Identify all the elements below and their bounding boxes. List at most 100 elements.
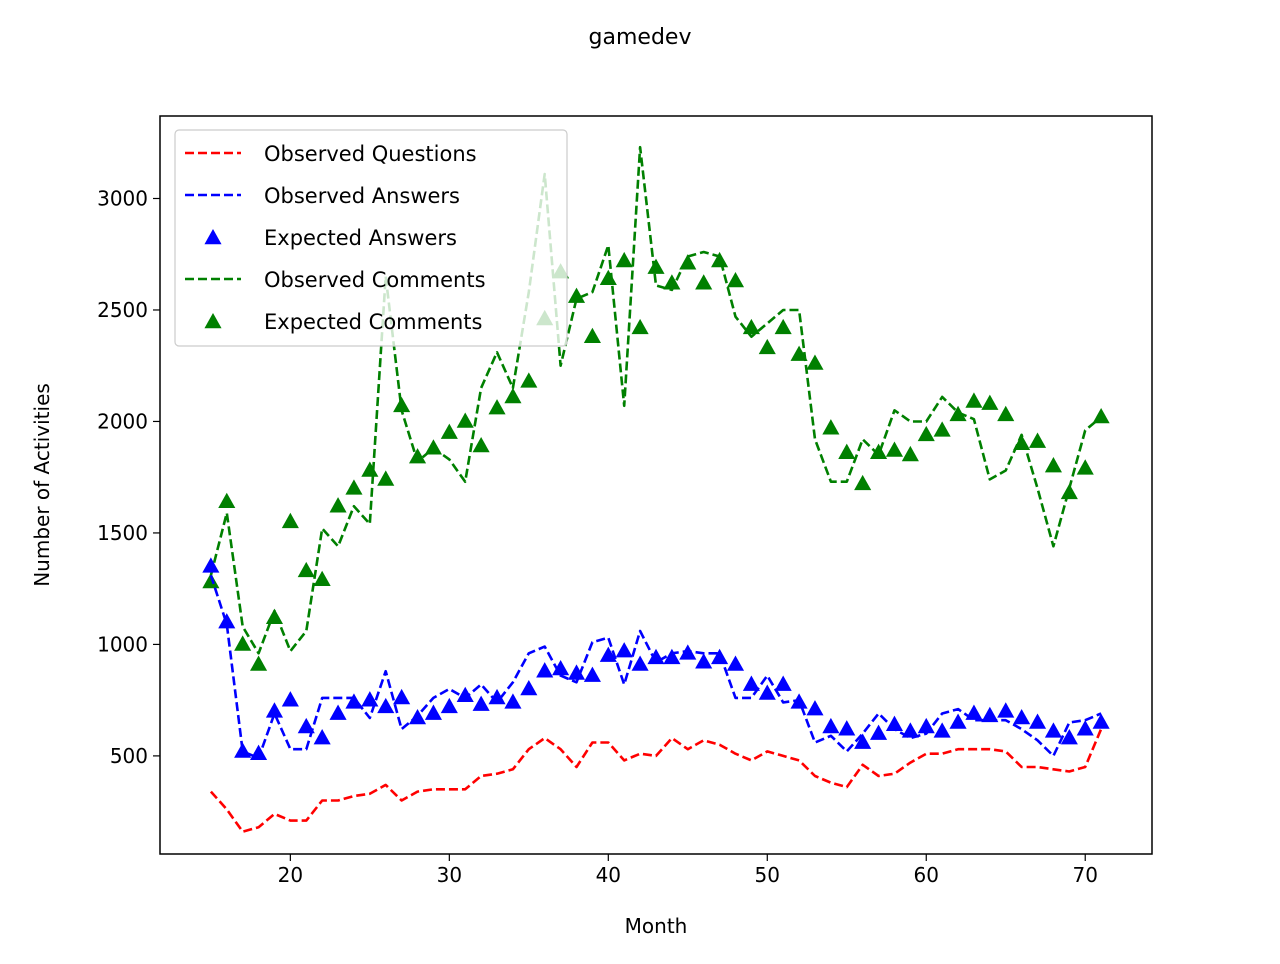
expected-answers-point <box>456 686 474 702</box>
y-tick-label: 3000 <box>97 186 148 210</box>
expected-answers-point <box>933 722 951 738</box>
expected-answers-point <box>981 706 999 723</box>
expected-comments-point <box>711 251 729 268</box>
expected-comments-point <box>218 492 236 509</box>
expected-answers-point <box>1013 708 1031 725</box>
expected-comments-point <box>838 443 856 459</box>
expected-answers-point <box>774 675 792 691</box>
expected-answers-point <box>758 684 776 700</box>
expected-comments-point <box>870 443 888 459</box>
expected-comments-point <box>440 423 458 439</box>
expected-answers-point <box>552 659 570 676</box>
expected-answers-point <box>949 713 967 729</box>
expected-comments-point <box>742 318 760 335</box>
expected-comments-point <box>726 271 745 288</box>
expected-comments-point <box>424 439 442 455</box>
expected-answers-point <box>726 655 745 671</box>
expected-comments-point <box>1092 407 1110 424</box>
expected-comments-point <box>408 448 427 464</box>
expected-answers-point <box>488 688 506 705</box>
legend-label-observed-questions: Observed Questions <box>264 142 477 166</box>
expected-comments-point <box>567 287 586 303</box>
expected-answers-point <box>997 702 1015 718</box>
x-axis-label: Month <box>625 914 688 938</box>
expected-comments-point <box>806 354 824 370</box>
x-axis: 20 30 40 50 60 70 <box>278 854 1098 887</box>
expected-comments-point <box>1013 434 1031 451</box>
expected-answers-point <box>520 680 538 696</box>
expected-comments-point <box>997 405 1015 422</box>
observed-comments-line <box>209 145 1102 655</box>
expected-answers-point <box>202 557 220 573</box>
expected-answers-point <box>440 697 458 714</box>
expected-answers-point <box>695 653 713 669</box>
expected-answers-point <box>1028 713 1047 729</box>
expected-comments-point <box>933 421 951 437</box>
expected-comments-point <box>774 318 792 335</box>
expected-answers-point <box>870 724 888 740</box>
series-layer <box>202 145 1110 834</box>
expected-answers-point <box>1076 720 1094 736</box>
expected-answers-point <box>504 693 522 709</box>
observed-questions-line <box>209 728 1103 834</box>
expected-answers-point <box>631 655 649 671</box>
expected-answers-point <box>965 704 983 720</box>
expected-answers-point <box>250 744 268 760</box>
expected-comments-point <box>901 445 919 462</box>
x-tick-label: 30 <box>437 863 462 887</box>
expected-answers-point <box>234 742 252 758</box>
expected-comments-point <box>281 512 299 529</box>
expected-answers-point <box>472 695 490 711</box>
expected-answers-point <box>647 648 665 665</box>
expected-answers-point <box>854 733 872 749</box>
expected-comments-point <box>1044 457 1062 473</box>
expected-comments-point <box>599 269 617 286</box>
expected-comments-point <box>297 561 315 578</box>
y-tick-label: 2000 <box>97 409 148 433</box>
expected-answers-point <box>297 717 315 734</box>
y-tick-label: 2500 <box>97 298 148 322</box>
expected-comments-point <box>758 338 776 355</box>
y-tick-label: 500 <box>110 744 148 768</box>
legend-label-observed-answers: Observed Answers <box>264 184 460 208</box>
expected-comments-point <box>520 372 538 388</box>
expected-answers-point <box>567 664 586 680</box>
y-axis-label: Number of Activities <box>30 383 54 587</box>
legend-label-expected-comments: Expected Comments <box>264 310 482 334</box>
expected-comments-point <box>822 419 840 435</box>
legend: Observed Questions Observed Answers Expect… <box>174 129 568 347</box>
expected-comments-point <box>202 572 220 589</box>
expected-answers-point <box>822 717 840 734</box>
expected-answers-point <box>218 613 236 629</box>
expected-comments-point <box>790 345 808 361</box>
expected-answers-point <box>599 646 617 662</box>
expected-answers-series <box>202 557 1110 760</box>
expected-comments-point <box>1076 459 1094 475</box>
expected-answers-point <box>408 708 427 725</box>
expected-comments-point <box>631 318 649 335</box>
expected-comments-point <box>615 251 633 268</box>
x-tick-label: 60 <box>914 863 939 887</box>
expected-answers-point <box>583 666 601 682</box>
expected-comments-point <box>981 394 999 410</box>
plot-frame <box>159 115 1153 855</box>
expected-comments-series <box>202 251 1110 671</box>
expected-comments-point <box>695 274 713 290</box>
expected-answers-point <box>361 691 379 707</box>
expected-answers-point <box>1060 729 1078 745</box>
expected-answers-point <box>901 722 919 738</box>
expected-comments-point <box>1060 483 1078 500</box>
expected-comments-point <box>917 425 935 442</box>
y-axis: 500 1000 1500 2000 2500 3000 <box>97 186 160 768</box>
legend-label-expected-answers: Expected Answers <box>264 226 457 250</box>
expected-answers-point <box>265 702 284 718</box>
expected-answers-point <box>377 697 395 714</box>
expected-comments-point <box>885 441 904 457</box>
chart-title: gamedev <box>589 25 692 50</box>
expected-answers-point <box>329 704 347 720</box>
x-tick-label: 20 <box>278 863 303 887</box>
legend-box <box>174 129 568 347</box>
expected-answers-point <box>742 675 760 691</box>
expected-comments-point <box>965 392 983 408</box>
